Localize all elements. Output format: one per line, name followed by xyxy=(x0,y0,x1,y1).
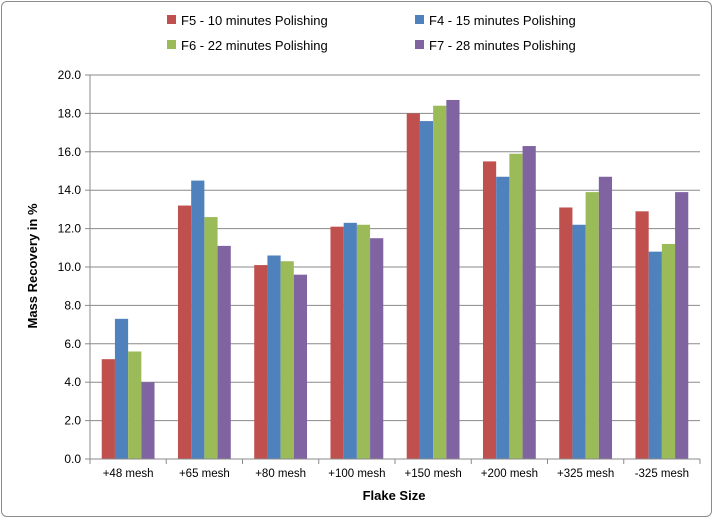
legend-label: F5 - 10 minutes Polishing xyxy=(181,13,328,28)
legend-swatch xyxy=(167,40,176,49)
bar xyxy=(559,207,573,459)
bar xyxy=(114,318,129,459)
x-tick-label: +200 mesh xyxy=(481,468,538,480)
bar xyxy=(343,222,357,459)
bar xyxy=(675,192,689,459)
x-tick-label: +100 mesh xyxy=(328,468,385,480)
y-tick-label: 6.0 xyxy=(64,337,81,351)
bar xyxy=(648,251,662,459)
x-tick-labels: +48 mesh +65 mesh +80 mesh +100 mesh +150 me… xyxy=(103,468,689,480)
bar xyxy=(661,243,676,459)
bar xyxy=(496,176,510,459)
legend-label: F6 - 22 minutes Polishing xyxy=(181,38,328,53)
y-tick-label: 8.0 xyxy=(64,298,81,312)
x-tick-label: -325 mesh xyxy=(635,468,689,480)
legend-swatch xyxy=(415,15,424,24)
bar xyxy=(509,153,523,459)
x-axis-title: Flake Size xyxy=(363,488,426,503)
y-tick-labels: 0.0 2.0 4.0 6.0 8.0 10.0 12.0 14.0 16.0 18.0 20.0 xyxy=(58,68,82,466)
axes xyxy=(85,74,701,464)
bar xyxy=(419,121,434,459)
bar xyxy=(522,146,536,460)
bar xyxy=(433,105,447,459)
legend-swatch xyxy=(167,15,176,24)
y-tick-label: 12.0 xyxy=(58,222,82,236)
x-tick-label: +325 mesh xyxy=(557,468,614,480)
bars xyxy=(101,99,689,460)
y-tick-label: 4.0 xyxy=(64,375,81,389)
bar xyxy=(254,265,268,459)
bar xyxy=(204,217,218,459)
y-tick-label: 20.0 xyxy=(58,68,82,82)
bar xyxy=(101,359,115,459)
bar xyxy=(267,255,281,459)
legend: F5 - 10 minutes Polishing F4 - 15 minutes… xyxy=(167,13,576,53)
x-tick-label: +65 mesh xyxy=(179,468,230,480)
bar xyxy=(635,211,649,459)
y-tick-label: 14.0 xyxy=(58,183,82,197)
y-tick-label: 0.0 xyxy=(64,452,81,466)
bar xyxy=(293,274,308,459)
bar xyxy=(191,180,205,459)
bar xyxy=(370,238,384,459)
bar xyxy=(141,382,155,459)
bar xyxy=(482,161,497,459)
bar xyxy=(446,99,460,460)
bar xyxy=(406,113,420,460)
y-axis-title: Mass Recovery in % xyxy=(25,203,40,328)
bar xyxy=(280,261,294,459)
y-tick-label: 18.0 xyxy=(58,106,82,120)
y-tick-label: 16.0 xyxy=(58,145,82,159)
bar xyxy=(177,205,192,459)
legend-swatch xyxy=(415,40,424,49)
y-tick-label: 2.0 xyxy=(64,414,81,428)
bar xyxy=(356,224,371,459)
x-tick-label: +80 mesh xyxy=(255,468,306,480)
y-tick-label: 10.0 xyxy=(58,260,82,274)
bar xyxy=(217,245,231,459)
x-tick-label: +150 mesh xyxy=(405,468,462,480)
bar xyxy=(585,192,599,459)
bar xyxy=(330,226,344,459)
legend-label: F4 - 15 minutes Polishing xyxy=(429,13,576,28)
bar xyxy=(572,224,586,459)
x-tick-label: +48 mesh xyxy=(103,468,154,480)
bar xyxy=(128,351,142,459)
legend-label: F7 - 28 minutes Polishing xyxy=(429,38,576,53)
bar xyxy=(598,176,613,459)
